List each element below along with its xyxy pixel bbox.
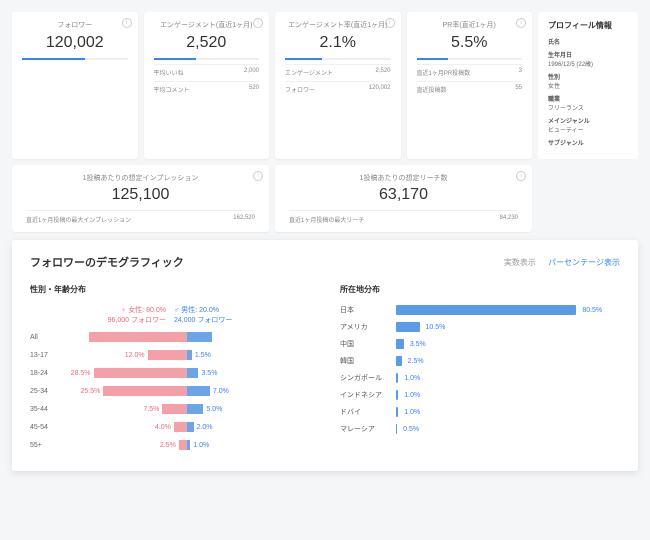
info-icon[interactable]: i	[516, 18, 526, 28]
age-row: 13-1712.0%1.5%	[30, 349, 310, 361]
stat-value: 125,100	[26, 186, 255, 204]
location-title: 所在地分布	[340, 284, 620, 295]
metric-value: 5.5%	[417, 34, 523, 52]
location-row: 日本80.5%	[340, 305, 620, 315]
male-header: ♂ 男性: 20.0%24,000 フォロワー	[170, 305, 310, 325]
profile-field: サブジャンル	[548, 138, 628, 147]
metric-value: 2,520	[154, 34, 260, 52]
demographics-panel: フォロワーのデモグラフィック 実数表示 パーセンテージ表示 性別・年齢分布 ♀ …	[12, 240, 638, 471]
age-row: 18-2428.5%3.5%	[30, 367, 310, 379]
age-row: 25-3425.5%7.0%	[30, 385, 310, 397]
toggle-pct[interactable]: パーセンテージ表示	[548, 258, 620, 267]
metric-value: 2.1%	[285, 34, 391, 52]
info-icon[interactable]: i	[385, 18, 395, 28]
metric-label: フォロワー	[22, 20, 128, 30]
profile-field: 職業フリーランス	[548, 94, 628, 112]
gender-age-column: 性別・年齢分布 ♀ 女性: 80.0%96,000 フォロワー ♂ 男性: 20…	[30, 284, 310, 457]
info-icon[interactable]: i	[516, 171, 526, 181]
stat-value: 63,170	[289, 186, 518, 204]
stats-row: i1投稿あたりの想定インプレッション125,100直近1ヶ月投稿の最大インプレッ…	[12, 165, 638, 232]
location-column: 所在地分布 日本80.5% アメリカ10.5% 中国3.5% 韓国2.5% シンガポール…	[340, 284, 620, 457]
metric-label: PR率(直近1ヶ月)	[417, 20, 523, 30]
location-row: マレーシア0.5%	[340, 424, 620, 434]
location-row: ドバイ1.0%	[340, 407, 620, 417]
toggle-raw[interactable]: 実数表示	[504, 258, 536, 267]
location-row: シンガポール1.0%	[340, 373, 620, 383]
stat-label: 1投稿あたりの想定インプレッション	[26, 173, 255, 183]
age-row: 55+2.5%1.0%	[30, 439, 310, 451]
location-row: 韓国2.5%	[340, 356, 620, 366]
metric-card: iPR率(直近1ヶ月)5.5%直近1ヶ月PR投稿数3直近投稿数55	[407, 12, 533, 159]
profile-field: 性別女性	[548, 72, 628, 90]
metric-label: エンゲージメント率(直近1ヶ月)	[285, 20, 391, 30]
profile-field: 生年月日1996/12/5 (22歳)	[548, 50, 628, 68]
location-row: インドネシア1.0%	[340, 390, 620, 400]
stat-card: i1投稿あたりの想定リーチ数63,170直近1ヶ月投稿の最大リーチ84,230	[275, 165, 532, 232]
info-icon[interactable]: i	[253, 18, 263, 28]
view-toggle: 実数表示 パーセンテージ表示	[494, 257, 620, 268]
info-icon[interactable]: i	[253, 171, 263, 181]
profile-field: 氏名	[548, 37, 628, 46]
profile-title: プロフィール情報	[548, 20, 628, 31]
metrics-row: iフォロワー120,002iエンゲージメント(直近1ヶ月)2,520平均いいね2…	[12, 12, 638, 159]
location-row: 中国3.5%	[340, 339, 620, 349]
age-row: 35-447.5%5.0%	[30, 403, 310, 415]
gender-title: 性別・年齢分布	[30, 284, 310, 295]
location-row: アメリカ10.5%	[340, 322, 620, 332]
profile-card: プロフィール情報 氏名生年月日1996/12/5 (22歳) 性別女性職業フリーラ…	[538, 12, 638, 159]
metric-card: iエンゲージメント(直近1ヶ月)2,520平均いいね2,000平均コメント520	[144, 12, 270, 159]
female-header: ♀ 女性: 80.0%96,000 フォロワー	[30, 305, 170, 325]
demo-title: フォロワーのデモグラフィック	[30, 254, 184, 270]
metric-value: 120,002	[22, 34, 128, 52]
metric-card: iフォロワー 120,002	[12, 12, 138, 159]
info-icon[interactable]: i	[122, 18, 132, 28]
stat-label: 1投稿あたりの想定リーチ数	[289, 173, 518, 183]
age-row: 45-544.0%2.0%	[30, 421, 310, 433]
stat-card: i1投稿あたりの想定インプレッション125,100直近1ヶ月投稿の最大インプレッ…	[12, 165, 269, 232]
metric-label: エンゲージメント(直近1ヶ月)	[154, 20, 260, 30]
age-row: All	[30, 331, 310, 343]
metric-card: iエンゲージメント率(直近1ヶ月)2.1%エンゲージメント2,520フォロワー1…	[275, 12, 401, 159]
profile-field: メインジャンルビューティー	[548, 116, 628, 134]
